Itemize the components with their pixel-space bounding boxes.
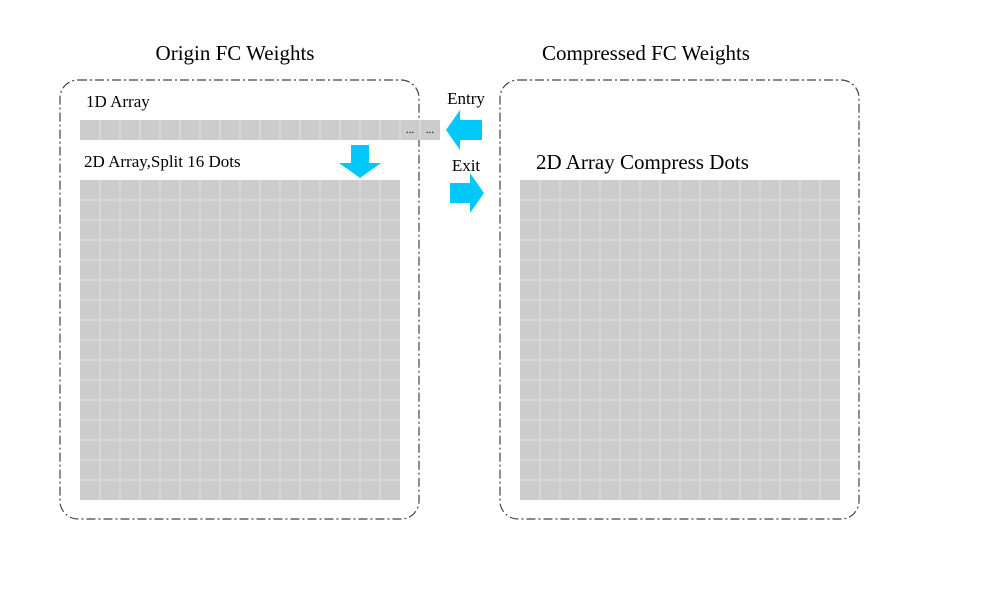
- origin-weights-title: Origin FC Weights: [156, 41, 315, 65]
- compressed-weights-panel: Compressed FC Weights 2D Array Compress …: [499, 41, 860, 520]
- exit-right-arrow-icon: [450, 173, 484, 213]
- array-1d-ellipsis-2: ...: [426, 124, 435, 136]
- origin-weights-border: [59, 79, 420, 520]
- origin-2d-grid: [80, 180, 400, 500]
- compressed-2d-grid: [520, 180, 840, 500]
- array-1d-ellipsis-1: ...: [406, 124, 415, 136]
- array-1d-strip: [80, 120, 440, 140]
- origin-weights-panel: Origin FC Weights 1D Array ... ... 2D Ar…: [59, 41, 440, 520]
- entry-left-arrow-icon: [446, 110, 482, 150]
- compressed-weights-border: [499, 79, 860, 520]
- compress-dots-label: 2D Array Compress Dots: [536, 150, 749, 174]
- compressed-weights-title: Compressed FC Weights: [542, 41, 750, 65]
- exit-label: Exit: [452, 156, 481, 175]
- split-down-arrow-icon: [339, 145, 381, 178]
- transfer-arrows: Entry Exit: [446, 89, 485, 213]
- array-2d-label: 2D Array,Split 16 Dots: [84, 152, 241, 171]
- array-1d-label: 1D Array: [86, 92, 150, 111]
- entry-label: Entry: [447, 89, 485, 108]
